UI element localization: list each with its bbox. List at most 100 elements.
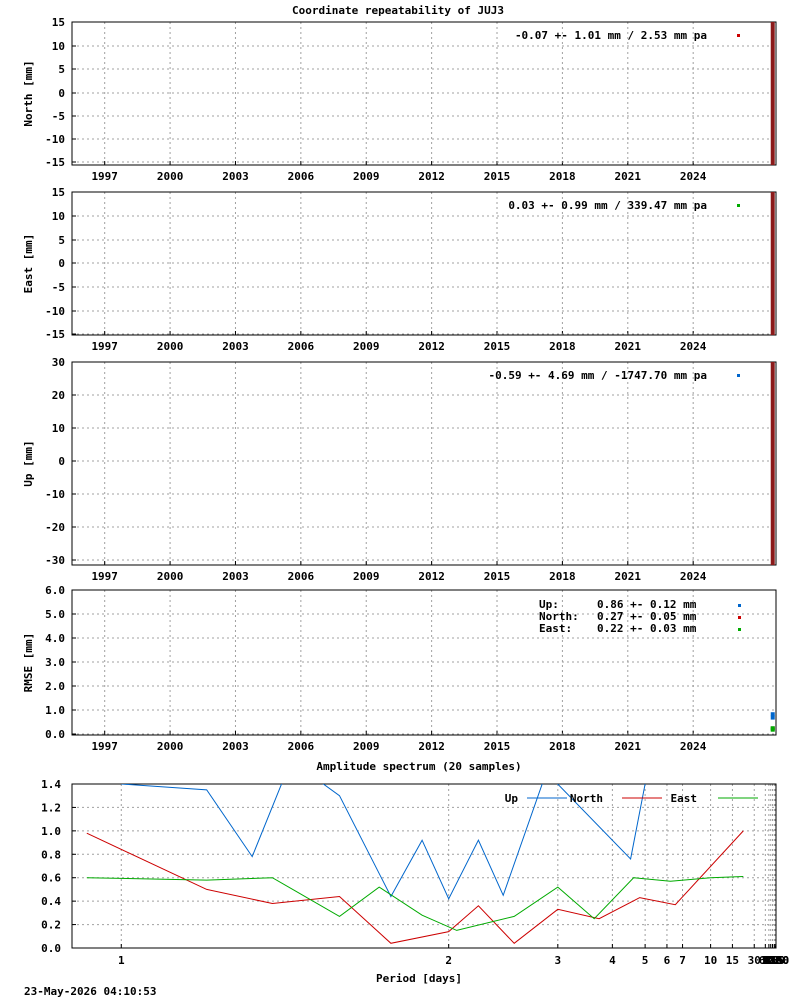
- spectrum-x-tick-label: 1: [118, 954, 125, 967]
- x-tick-label: 2000: [157, 740, 184, 753]
- x-tick-label: 2009: [353, 740, 380, 753]
- y-axis-label: Up [mm]: [22, 440, 35, 486]
- rmse-data-point: [770, 726, 775, 731]
- y-tick-label: 20: [52, 389, 65, 402]
- x-tick-label: 2018: [549, 340, 576, 353]
- y-tick-label: 10: [52, 210, 65, 223]
- rmse-data-point: [770, 715, 775, 720]
- x-tick-label: 2003: [222, 570, 249, 583]
- spectrum-x-tick-label: 6: [664, 954, 671, 967]
- x-tick-label: 2009: [353, 170, 380, 183]
- spectrum-y-tick-label: 1.2: [41, 801, 61, 814]
- legend-marker: [737, 204, 740, 207]
- x-tick-label: 2024: [680, 740, 707, 753]
- x-tick-label: 2006: [288, 340, 315, 353]
- x-tick-label: 2006: [288, 170, 315, 183]
- spectrum-x-tick-label: 10: [704, 954, 717, 967]
- spectrum-x-tick-label: 30: [748, 954, 761, 967]
- spectrum-frame: [71, 783, 777, 949]
- spectrum-legend-label: North: [570, 792, 603, 805]
- x-tick-label: 2021: [615, 170, 642, 183]
- spectrum-x-tick-label: 730: [765, 954, 785, 967]
- x-tick-label: 2018: [549, 740, 576, 753]
- y-tick-label: 6.0: [45, 584, 65, 597]
- y-tick-label: 30: [52, 356, 65, 369]
- x-tick-label: 2009: [353, 340, 380, 353]
- rmse-legend-marker: [738, 628, 741, 631]
- x-tick-label: 1997: [91, 570, 118, 583]
- y-tick-label: -15: [45, 156, 65, 169]
- x-tick-label: 2000: [157, 570, 184, 583]
- plot-frame: [71, 191, 777, 336]
- spectrum-x-tick-label: 5: [642, 954, 649, 967]
- spectrum-legend-label: Up: [505, 792, 519, 805]
- y-tick-label: 0.0: [45, 728, 65, 741]
- series-annotation: -0.07 +- 1.01 mm / 2.53 mm pa: [515, 29, 707, 42]
- x-tick-label: 2015: [484, 340, 511, 353]
- spectrum-y-tick-label: 1.4: [41, 778, 61, 791]
- spectrum-x-tick-label: 4: [609, 954, 616, 967]
- y-tick-label: -20: [45, 521, 65, 534]
- y-tick-label: -10: [45, 305, 65, 318]
- x-tick-label: 2006: [288, 570, 315, 583]
- y-tick-label: 0: [58, 455, 65, 468]
- y-tick-label: 1.0: [45, 704, 65, 717]
- x-tick-label: 2012: [418, 740, 445, 753]
- x-tick-label: 2009: [353, 570, 380, 583]
- chart-title: Coordinate repeatability of JUJ3: [292, 4, 504, 17]
- spectrum-x-tick-label: 7: [679, 954, 686, 967]
- x-tick-label: 2012: [418, 170, 445, 183]
- rmse-legend-label: Up:: [539, 598, 559, 611]
- y-tick-label: 15: [52, 16, 65, 29]
- x-tick-label: 2021: [615, 570, 642, 583]
- x-tick-label: 2021: [615, 340, 642, 353]
- y-tick-label: 4.0: [45, 632, 65, 645]
- x-tick-label: 2003: [222, 170, 249, 183]
- y-axis-label: RMSE [mm]: [22, 633, 35, 693]
- y-tick-label: 5: [58, 63, 65, 76]
- spectrum-legend-label: East: [671, 792, 698, 805]
- y-tick-label: 0: [58, 87, 65, 100]
- spectrum-y-tick-label: 1.0: [41, 825, 61, 838]
- y-tick-label: 0: [58, 257, 65, 270]
- x-tick-label: 2015: [484, 740, 511, 753]
- y-tick-label: -30: [45, 554, 65, 567]
- spectrum-x-tick-label: 15: [726, 954, 739, 967]
- x-tick-label: 2015: [484, 170, 511, 183]
- spectrum-series-line-up: [121, 784, 646, 900]
- x-tick-label: 2003: [222, 340, 249, 353]
- spectrum-x-tick-label: 122: [761, 954, 781, 967]
- spectrum-x-tick-label: 2: [445, 954, 452, 967]
- rmse-legend-value: 0.27 +- 0.05 mm: [597, 610, 697, 623]
- x-tick-label: 2003: [222, 740, 249, 753]
- x-tick-label: 1997: [91, 340, 118, 353]
- rmse-legend-label: North:: [539, 610, 579, 623]
- x-tick-label: 1997: [91, 740, 118, 753]
- y-tick-label: -10: [45, 488, 65, 501]
- generation-timestamp: 23-May-2026 04:10:53: [24, 985, 157, 998]
- spectrum-x-tick-label: 8760: [763, 954, 790, 967]
- plot-frame: [71, 589, 777, 736]
- y-axis-label: East [mm]: [22, 234, 35, 294]
- x-tick-label: 2021: [615, 740, 642, 753]
- x-tick-label: 2000: [157, 340, 184, 353]
- rmse-legend-marker: [738, 604, 741, 607]
- y-tick-label: 15: [52, 186, 65, 199]
- spectrum-y-tick-label: 0.8: [41, 848, 61, 861]
- spectrum-y-tick-label: 0.2: [41, 919, 61, 932]
- spectrum-series-line-north: [86, 830, 744, 944]
- plot-frame: [71, 361, 777, 566]
- y-tick-label: 5.0: [45, 608, 65, 621]
- spectrum-x-tick-label: 2190: [763, 954, 790, 967]
- spectrum-x-tick-label: 3: [554, 954, 561, 967]
- rmse-legend-label: East:: [539, 622, 572, 635]
- spectrum-y-tick-label: 0.6: [41, 872, 61, 885]
- y-tick-label: 10: [52, 422, 65, 435]
- y-tick-label: -10: [45, 133, 65, 146]
- spectrum-series-line-east: [86, 876, 744, 931]
- x-tick-label: 2018: [549, 570, 576, 583]
- spectrum-x-tick-label: 183: [763, 954, 783, 967]
- legend-marker: [737, 374, 740, 377]
- plot-frame: [71, 21, 777, 166]
